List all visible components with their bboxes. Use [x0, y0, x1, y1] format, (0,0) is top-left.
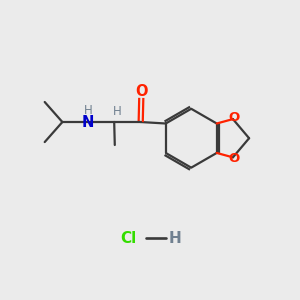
Text: N: N	[82, 115, 94, 130]
Text: Cl: Cl	[121, 231, 137, 246]
Text: H: H	[113, 105, 122, 118]
Text: O: O	[229, 152, 240, 165]
Text: H: H	[84, 104, 93, 117]
Text: H: H	[169, 231, 182, 246]
Text: O: O	[135, 84, 148, 99]
Text: O: O	[229, 111, 240, 124]
